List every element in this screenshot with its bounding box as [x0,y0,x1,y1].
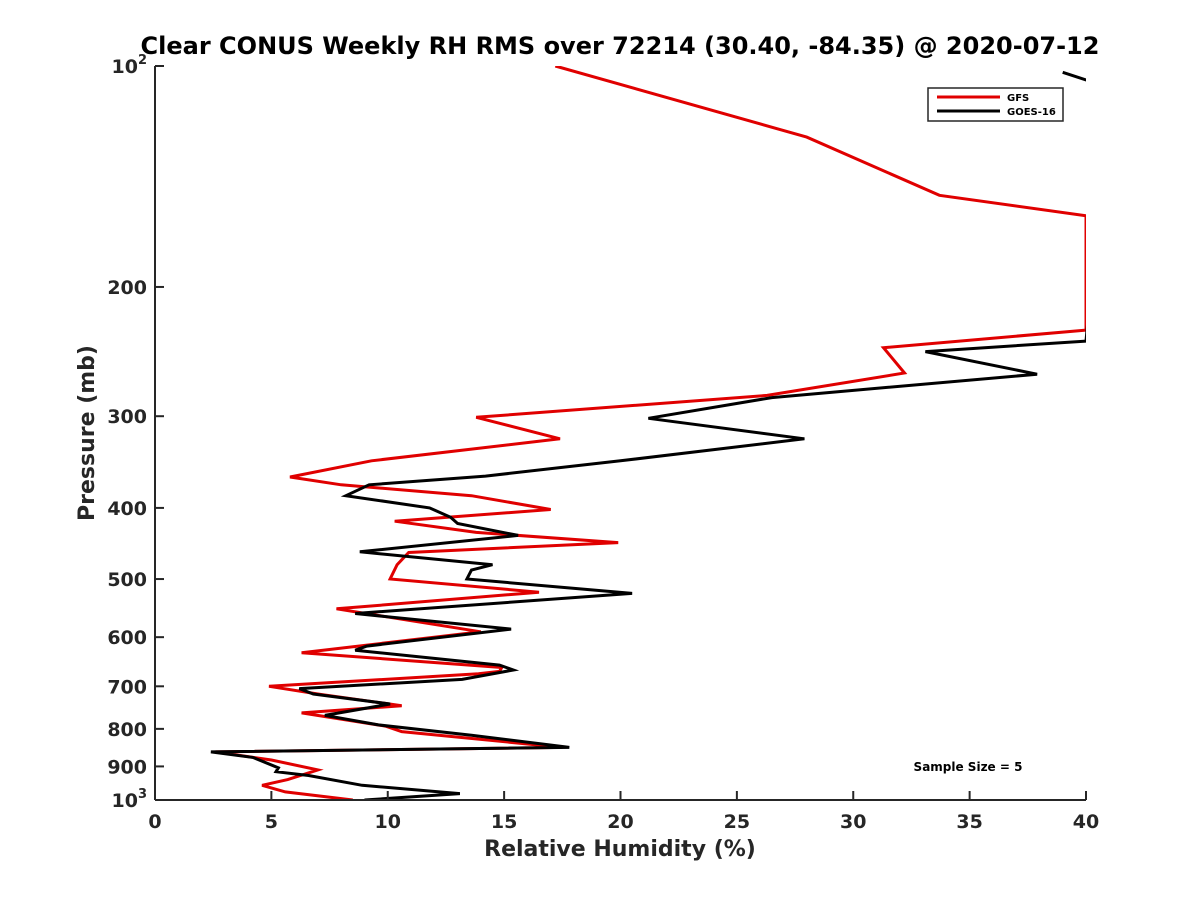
legend-box [927,87,1064,122]
x-tick-label: 35 [956,811,982,833]
x-tick-labels: 0 5 10 15 20 25 30 35 40 [148,791,1099,833]
x-tick-label: 10 [375,811,401,833]
x-tick-label: 30 [840,811,866,833]
legend: GFS GOES-16 [927,87,1064,122]
legend-label-goes16: GOES-16 [1007,107,1056,118]
y-tick-label: 300 [107,406,147,428]
x-tick-label: 15 [491,811,517,833]
y-tick-label: 200 [107,277,147,299]
y-tick-label: 800 [107,719,147,741]
y-tick-label: 500 [107,569,147,591]
y-tick-label: 900 [107,756,147,778]
legend-label-gfs: GFS [1007,93,1029,104]
series-layer [210,66,1086,800]
y-axis-label: Pressure (mb) [75,345,100,521]
chart-title: Clear CONUS Weekly RH RMS over 72214 (30… [141,32,1100,60]
y-tick-label: 103 [112,787,148,812]
x-tick-label: 5 [265,811,278,833]
series-line-goes16 [210,70,1086,800]
y-tick-labels: 102 200 300 400 500 600 700 800 900 103 [107,53,164,812]
y-tick-label: 600 [107,627,147,649]
x-tick-label: 25 [724,811,750,833]
series-line-gfs [215,66,1086,800]
x-tick-label: 0 [148,811,161,833]
y-tick-label: 102 [112,53,148,78]
y-tick-label: 700 [107,676,147,698]
x-tick-label: 20 [607,811,633,833]
x-axis-label: Relative Humidity (%) [484,837,756,862]
sample-size-annotation: Sample Size = 5 [914,760,1023,774]
x-tick-label: 40 [1073,811,1099,833]
y-tick-label: 400 [107,498,147,520]
